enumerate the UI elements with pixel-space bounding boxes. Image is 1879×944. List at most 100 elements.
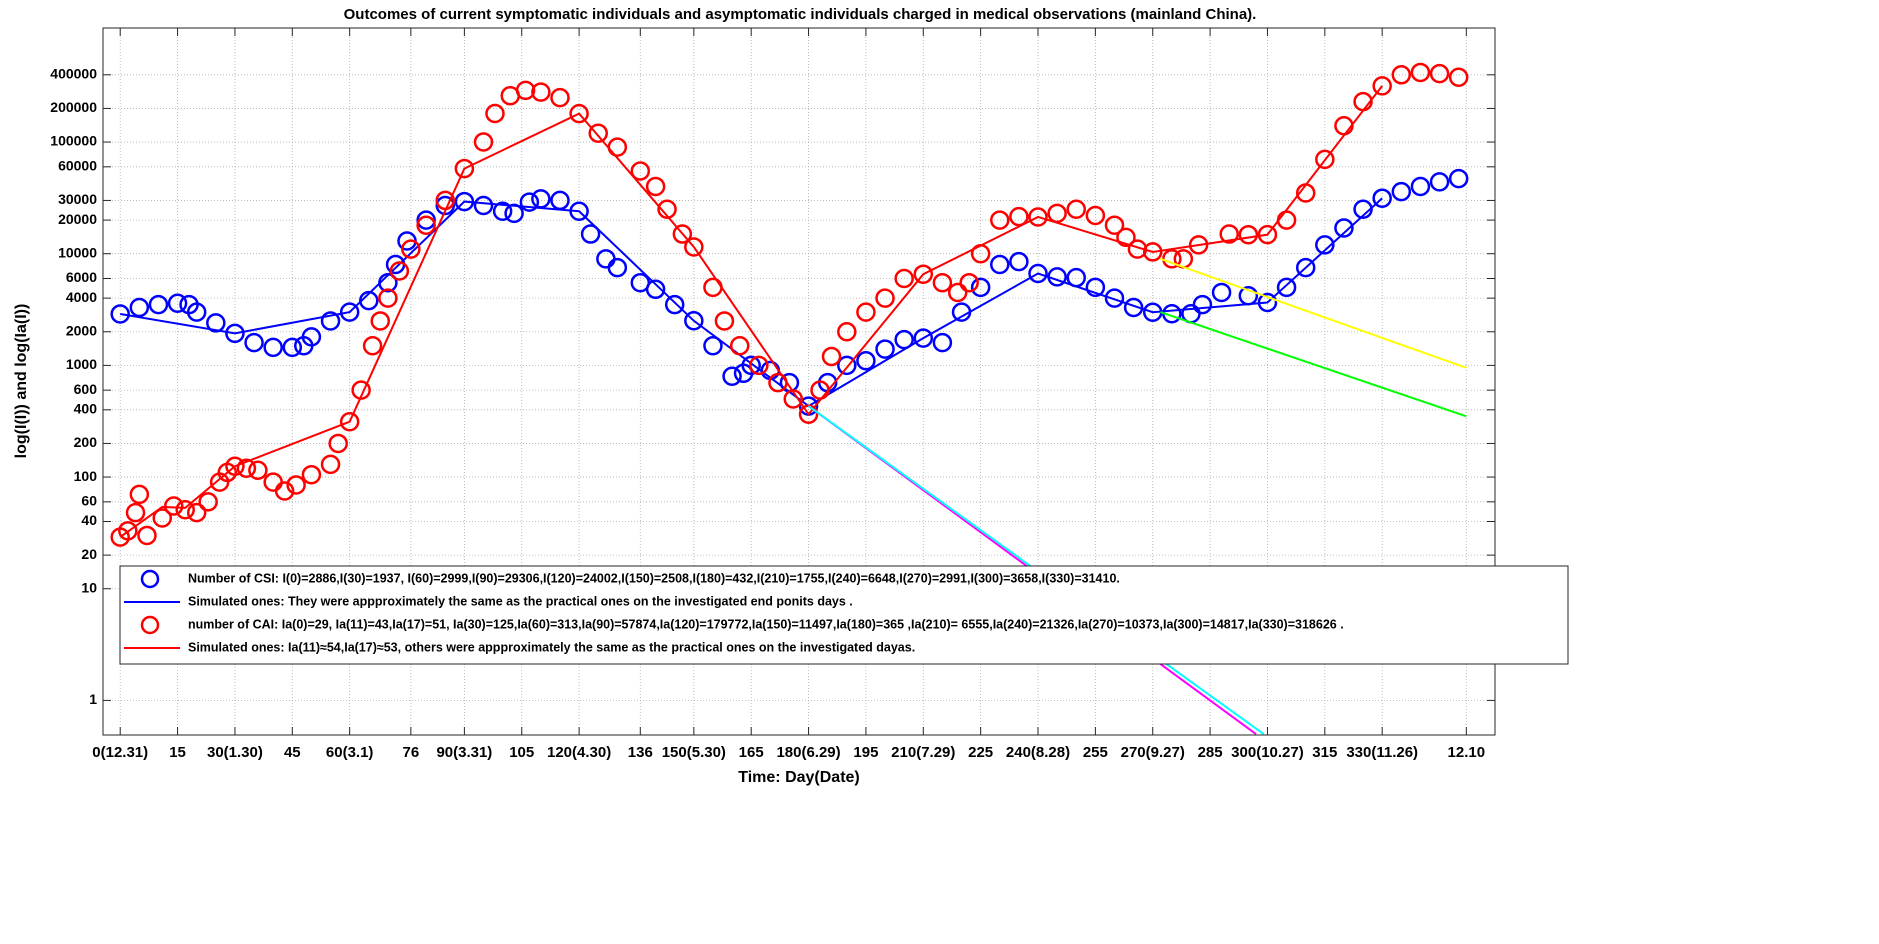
- data-point: [645, 176, 666, 197]
- data-point: [856, 351, 876, 371]
- data-point: [1142, 242, 1163, 262]
- data-point: [1410, 176, 1431, 197]
- data-point: [729, 335, 750, 356]
- chart-title: Outcomes of current symptomatic individu…: [344, 6, 1257, 23]
- data-point: [1372, 188, 1392, 208]
- data-point: [1238, 224, 1259, 245]
- data-point: [362, 335, 383, 356]
- data-point: [798, 404, 819, 425]
- data-point: [1104, 215, 1125, 235]
- x-tick-label: 180(6.29): [776, 744, 840, 761]
- data-point: [129, 297, 150, 318]
- data-point: [1410, 62, 1431, 83]
- legend-box: [119, 565, 1569, 665]
- legend-marker: [140, 569, 160, 589]
- legend-label: Simulated ones: Ia(11)≈54,Ia(17)≈53, oth…: [188, 640, 915, 654]
- data-point: [1085, 205, 1106, 226]
- data-point: [588, 123, 608, 143]
- data-point: [148, 294, 169, 315]
- data-point: [714, 311, 735, 331]
- data-point: [137, 525, 157, 546]
- data-point: [198, 492, 218, 512]
- legend-marker: [140, 615, 160, 635]
- data-point: [473, 195, 494, 216]
- data-point: [125, 502, 146, 523]
- data-point: [389, 261, 410, 281]
- data-point: [875, 339, 895, 359]
- y-tick-label: 1: [89, 691, 97, 707]
- data-point: [274, 481, 295, 501]
- legend-label: Simulated ones: They were appproximately…: [188, 594, 853, 608]
- data-point: [580, 224, 601, 244]
- y-tick-label: 400000: [50, 66, 97, 82]
- data-point: [645, 279, 666, 300]
- data-point: [1211, 282, 1232, 303]
- y-tick-label: 20000: [58, 211, 97, 227]
- plot-frame: [102, 27, 1496, 736]
- y-tick-label: 100000: [50, 133, 97, 149]
- data-point: [328, 433, 348, 454]
- data-point: [244, 332, 264, 353]
- y-tick-label: 10000: [58, 244, 97, 260]
- y-tick-label: 20: [81, 546, 97, 562]
- data-point: [913, 264, 934, 284]
- data-point: [1009, 251, 1029, 272]
- data-point: [990, 210, 1010, 230]
- data-point: [1066, 199, 1087, 220]
- data-point: [703, 335, 723, 356]
- data-point: [1104, 288, 1125, 308]
- x-tick-label: 330(11.26): [1346, 744, 1418, 761]
- data-point: [339, 302, 360, 322]
- y-tick-label: 60: [81, 493, 97, 509]
- data-point: [1188, 235, 1209, 255]
- x-tick-label: 136: [628, 744, 653, 761]
- data-point: [401, 239, 421, 259]
- legend: Number of CSI: I(0)=2886,I(30)=1937, I(6…: [119, 565, 1569, 665]
- x-tick-label: 240(8.28): [1006, 744, 1070, 761]
- y-tick-label: 200000: [50, 99, 97, 115]
- data-point: [1353, 199, 1373, 220]
- data-point: [163, 496, 184, 516]
- legend-label: Number of CSI: I(0)=2886,I(30)=1937, I(6…: [188, 571, 1120, 585]
- x-tick-label: 120(4.30): [547, 744, 611, 761]
- y-tick-label: 40: [81, 512, 97, 528]
- x-tick-label: 0(12.31): [92, 744, 148, 761]
- data-point: [970, 277, 991, 298]
- data-point: [672, 224, 693, 244]
- data-point: [236, 458, 257, 478]
- data-point: [684, 311, 704, 331]
- data-point: [286, 475, 306, 495]
- data-point: [932, 272, 953, 293]
- data-point: [1448, 168, 1469, 189]
- data-point: [378, 288, 398, 308]
- data-point: [515, 80, 536, 101]
- data-point: [875, 288, 895, 308]
- data-point: [225, 323, 245, 344]
- x-tick-label: 210(7.29): [891, 744, 955, 761]
- x-tick-label: 255: [1083, 744, 1108, 761]
- x-tick-label: 105: [509, 744, 534, 761]
- data-point: [947, 282, 968, 303]
- axes: 1 10 20 40 60 100 200 400 600 1000 2000 4000 6000 100…: [50, 28, 1495, 761]
- data-point: [1257, 224, 1278, 245]
- series-line: [119, 85, 1383, 538]
- data-point: [454, 158, 475, 179]
- x-axis-label: Time: Day(Date): [738, 769, 860, 786]
- data-point: [722, 366, 742, 386]
- data-point: [485, 103, 505, 124]
- data-point: [519, 192, 540, 212]
- data-point: [1315, 149, 1335, 170]
- data-point: [339, 411, 360, 432]
- x-tick-label: 150(5.30): [662, 744, 726, 761]
- x-tick-label: 15: [169, 744, 186, 761]
- data-point: [1085, 277, 1106, 298]
- x-tick-label: 315: [1312, 744, 1337, 761]
- grid: [103, 28, 1495, 735]
- data-point: [959, 272, 979, 293]
- data-point: [1315, 235, 1335, 255]
- data-point: [894, 268, 914, 289]
- y-tick-label: 6000: [66, 269, 97, 285]
- y-tick-label: 1000: [66, 356, 97, 372]
- data-point: [837, 322, 857, 342]
- data-point: [932, 332, 953, 353]
